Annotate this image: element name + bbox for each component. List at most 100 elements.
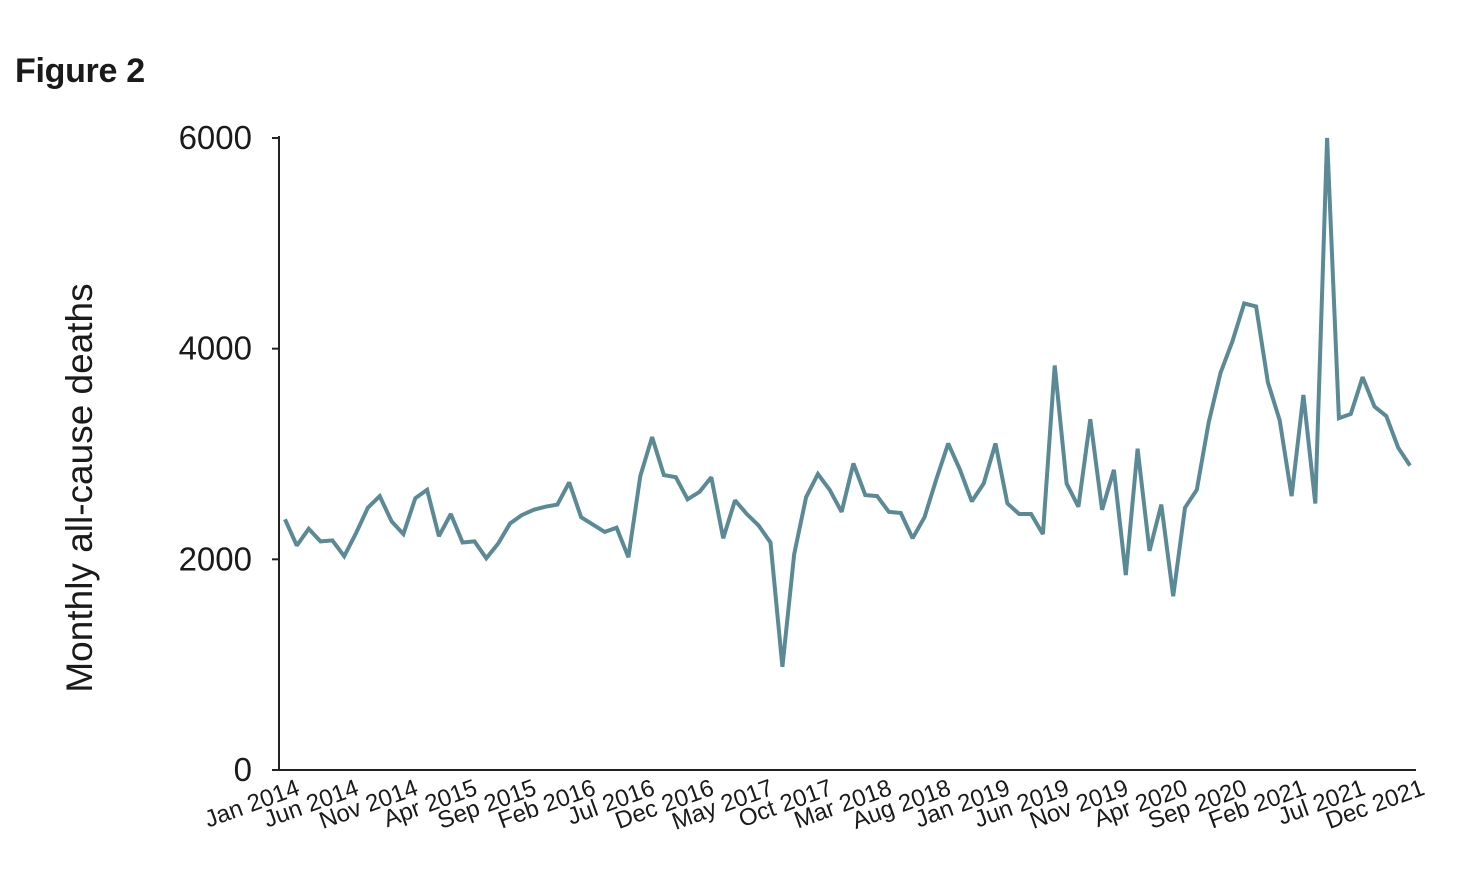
data-point bbox=[1290, 494, 1294, 498]
data-point bbox=[1384, 414, 1388, 418]
data-point bbox=[769, 541, 773, 545]
data-point bbox=[354, 531, 358, 535]
data-point bbox=[899, 511, 903, 515]
data-point bbox=[816, 472, 820, 476]
data-point bbox=[1325, 136, 1329, 140]
data-point bbox=[721, 536, 725, 540]
data-point bbox=[1373, 405, 1377, 409]
data-point bbox=[780, 665, 784, 669]
data-point bbox=[875, 494, 879, 498]
data-point bbox=[650, 435, 654, 439]
data-point bbox=[638, 474, 642, 478]
data-point bbox=[1396, 446, 1400, 450]
data-point bbox=[911, 536, 915, 540]
data-point bbox=[923, 515, 927, 519]
data-point bbox=[733, 498, 737, 502]
data-point bbox=[461, 541, 465, 545]
data-point bbox=[828, 488, 832, 492]
data-point bbox=[437, 534, 441, 538]
data-point bbox=[378, 494, 382, 498]
data-point bbox=[994, 442, 998, 446]
data-point bbox=[1278, 418, 1282, 422]
data-point bbox=[283, 517, 287, 521]
data-point bbox=[1088, 417, 1092, 421]
data-point bbox=[1100, 508, 1104, 512]
y-tick-label: 6000 bbox=[179, 119, 252, 156]
data-point bbox=[484, 556, 488, 560]
data-point bbox=[1136, 447, 1140, 451]
data-point bbox=[792, 552, 796, 556]
y-tick-label: 4000 bbox=[179, 330, 252, 367]
data-point bbox=[366, 506, 370, 510]
data-point bbox=[1171, 594, 1175, 598]
data-point bbox=[307, 527, 311, 531]
data-point bbox=[804, 495, 808, 499]
data-point bbox=[1337, 416, 1341, 420]
y-tick-label: 0 bbox=[234, 751, 252, 788]
data-point bbox=[1361, 375, 1365, 379]
data-point bbox=[851, 462, 855, 466]
data-point bbox=[544, 505, 548, 509]
data-point bbox=[1065, 482, 1069, 486]
data-point bbox=[1207, 420, 1211, 424]
data-point bbox=[982, 482, 986, 486]
data-point bbox=[674, 475, 678, 479]
series-line bbox=[283, 137, 1412, 668]
data-point bbox=[1041, 532, 1045, 536]
data-point bbox=[603, 530, 607, 534]
data-point bbox=[1029, 512, 1033, 516]
data-point bbox=[1266, 380, 1270, 384]
data-point bbox=[1124, 573, 1128, 577]
data-point bbox=[1254, 305, 1258, 309]
data-point bbox=[1242, 301, 1246, 305]
data-point bbox=[1219, 371, 1223, 375]
data-point bbox=[449, 512, 453, 516]
data-point bbox=[698, 490, 702, 494]
data-point bbox=[757, 524, 761, 528]
data-point bbox=[745, 512, 749, 516]
data-point bbox=[840, 510, 844, 514]
data-point bbox=[686, 497, 690, 501]
data-point bbox=[473, 539, 477, 543]
data-point bbox=[1313, 502, 1317, 506]
data-point bbox=[413, 496, 417, 500]
data-point bbox=[1076, 505, 1080, 509]
data-point bbox=[295, 544, 299, 548]
data-point bbox=[1053, 364, 1057, 368]
y-axis-label: Monthly all-cause deaths bbox=[59, 283, 100, 692]
data-point bbox=[555, 503, 559, 507]
data-point bbox=[532, 508, 536, 512]
data-point bbox=[1230, 339, 1234, 343]
data-point bbox=[1148, 549, 1152, 553]
data-point bbox=[1195, 488, 1199, 492]
data-point bbox=[508, 522, 512, 526]
data-point bbox=[579, 515, 583, 519]
data-point bbox=[520, 513, 524, 517]
data-point bbox=[1408, 464, 1412, 468]
data-point bbox=[946, 442, 950, 446]
data-point bbox=[1349, 412, 1353, 416]
data-point bbox=[330, 538, 334, 542]
series-group bbox=[283, 136, 1412, 669]
data-point bbox=[425, 488, 429, 492]
data-point bbox=[970, 499, 974, 503]
data-point bbox=[1159, 503, 1163, 507]
data-point bbox=[1005, 502, 1009, 506]
data-point bbox=[319, 539, 323, 543]
data-point bbox=[567, 480, 571, 484]
data-point bbox=[1017, 512, 1021, 516]
data-point bbox=[591, 523, 595, 527]
data-point bbox=[390, 519, 394, 523]
data-point bbox=[342, 554, 346, 558]
data-point bbox=[887, 510, 891, 514]
data-point bbox=[958, 468, 962, 472]
y-axis: 0 2000 4000 6000 bbox=[179, 119, 280, 788]
figure-label: Figure 2 bbox=[15, 52, 145, 90]
data-point bbox=[934, 477, 938, 481]
data-point bbox=[662, 473, 666, 477]
data-point bbox=[709, 475, 713, 479]
data-point bbox=[1112, 468, 1116, 472]
data-point bbox=[1301, 393, 1305, 397]
